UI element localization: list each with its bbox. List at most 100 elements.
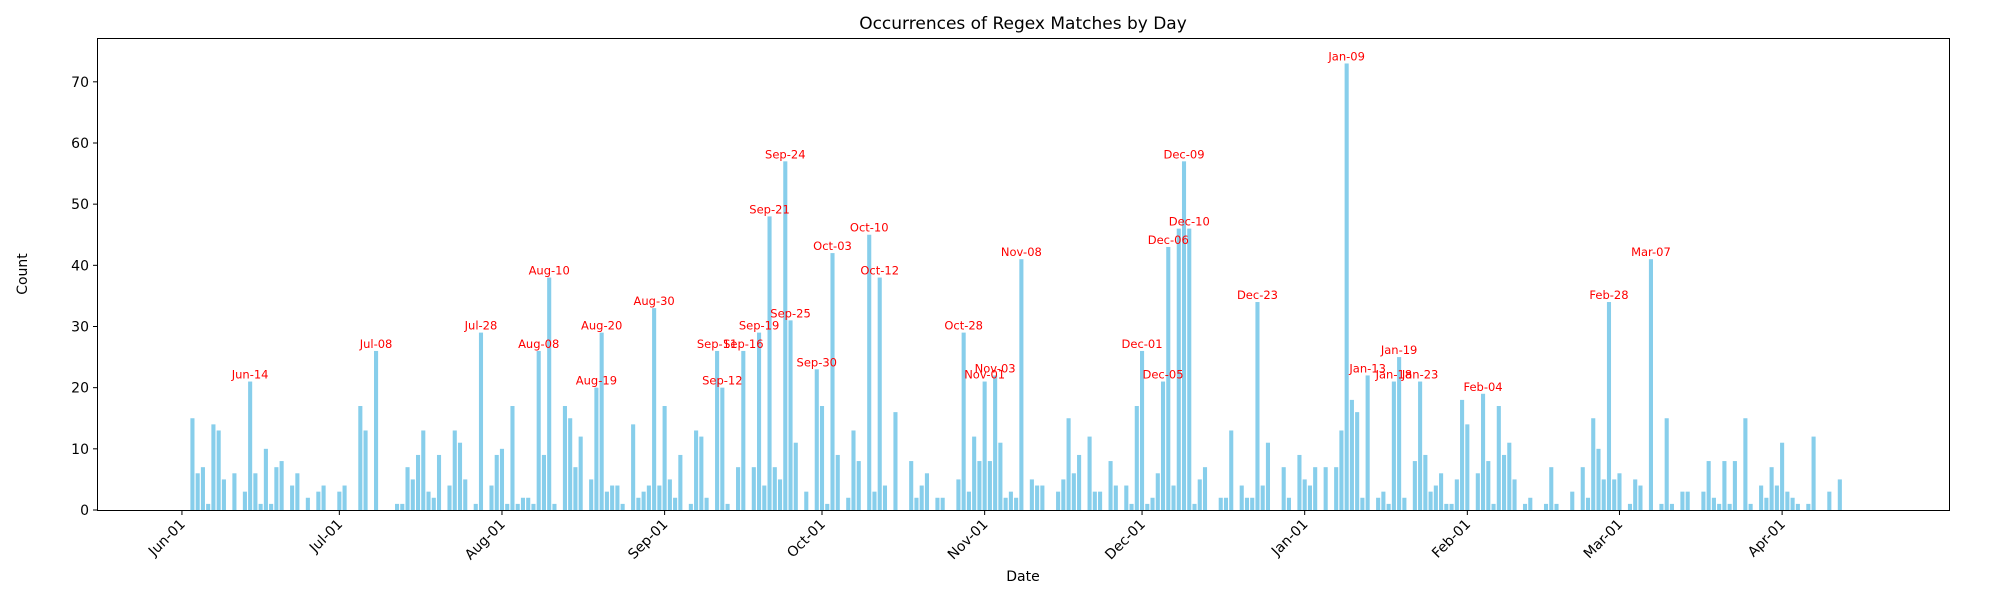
bar <box>1795 503 1800 510</box>
bar <box>851 430 856 510</box>
bar <box>1019 259 1024 510</box>
bar <box>1171 485 1176 510</box>
bar <box>924 473 929 510</box>
bar <box>421 430 426 510</box>
x-tick-label: Dec-01 <box>1102 517 1149 564</box>
bar <box>1286 497 1291 510</box>
bar <box>1061 479 1066 510</box>
bar <box>1239 485 1244 510</box>
peak-label: Jan-23 <box>1401 368 1439 382</box>
bar <box>1066 418 1071 510</box>
bar <box>1580 467 1585 510</box>
bar <box>1439 473 1444 510</box>
bar <box>562 406 567 510</box>
bar <box>1711 497 1716 510</box>
bar <box>295 473 300 510</box>
bar <box>1759 485 1764 510</box>
bar <box>673 497 678 510</box>
bar <box>1113 485 1118 510</box>
bar <box>1743 418 1748 510</box>
bar <box>940 497 945 510</box>
bar <box>1596 448 1601 510</box>
peak-label: Sep-30 <box>797 355 837 369</box>
bar <box>1774 485 1779 510</box>
bar <box>615 485 620 510</box>
bar <box>395 503 400 510</box>
bar <box>1145 503 1150 510</box>
peak-label: Jan-19 <box>1380 343 1418 357</box>
bar <box>1491 503 1496 510</box>
bar <box>1376 497 1381 510</box>
peak-label: Feb-28 <box>1589 288 1628 302</box>
bar <box>1460 399 1465 510</box>
x-tick-label: Sep-01 <box>625 517 671 563</box>
y-tick-label: 20 <box>71 381 89 397</box>
bar <box>1391 381 1396 510</box>
bar <box>1098 491 1103 510</box>
bar <box>1549 467 1554 510</box>
bar <box>363 430 368 510</box>
bar <box>652 308 657 510</box>
bar <box>1197 479 1202 510</box>
bar <box>762 485 767 510</box>
bar <box>552 503 557 510</box>
bar <box>1423 454 1428 510</box>
bar <box>478 332 484 510</box>
bar <box>793 442 798 510</box>
y-axis-ticks: 0 10 20 30 40 50 60 70 <box>71 75 98 519</box>
bar <box>1029 479 1034 510</box>
peak-label: Sep-21 <box>749 202 789 216</box>
bar <box>935 497 940 510</box>
bar <box>1606 302 1612 510</box>
bar <box>405 467 410 510</box>
bar <box>1008 491 1013 510</box>
bar <box>1139 350 1145 510</box>
bar <box>337 491 342 510</box>
peak-label: Aug-08 <box>518 337 559 351</box>
bar <box>1160 381 1166 510</box>
bar <box>457 442 463 510</box>
bar <box>1003 497 1008 510</box>
peak-label: Sep-25 <box>770 306 810 320</box>
peak-label: Oct-10 <box>850 221 889 235</box>
x-axis-ticks: Jun-01 Jul-01 Aug-01 Sep-01 Oct-01 Nov-01 Dec-… <box>145 510 1789 563</box>
bar <box>216 430 221 510</box>
bar <box>872 491 877 510</box>
bar <box>1365 375 1370 510</box>
bar <box>232 473 237 510</box>
bar <box>1255 302 1260 510</box>
bar <box>1344 63 1349 511</box>
bar <box>290 485 295 510</box>
peak-label: Oct-03 <box>813 239 852 253</box>
peak-label: Aug-30 <box>633 294 674 308</box>
peak-label: Aug-19 <box>576 374 617 388</box>
bar <box>1717 503 1722 510</box>
bar <box>263 448 268 510</box>
bar <box>1040 485 1045 510</box>
peak-label: Dec-06 <box>1148 233 1189 247</box>
bar <box>568 418 573 510</box>
bar <box>1785 491 1790 510</box>
bar <box>966 491 971 510</box>
bar <box>578 436 583 510</box>
bar <box>1601 479 1606 510</box>
bar <box>316 491 321 510</box>
bar <box>1638 485 1643 510</box>
bar <box>547 277 552 510</box>
bar <box>1260 485 1265 510</box>
bar <box>1512 479 1517 510</box>
bar <box>1706 461 1711 510</box>
bar <box>1748 503 1753 510</box>
peak-label: Oct-12 <box>860 264 899 278</box>
bar <box>767 216 772 510</box>
bar <box>956 479 961 510</box>
peak-label: Sep-16 <box>723 337 763 351</box>
x-tick-label: Jul-01 <box>306 517 346 557</box>
bar <box>657 485 662 510</box>
bar <box>704 497 709 510</box>
bar <box>1071 473 1076 510</box>
bar <box>1449 503 1454 510</box>
bar <box>1124 485 1129 510</box>
bar <box>741 350 746 510</box>
bar <box>594 387 599 510</box>
